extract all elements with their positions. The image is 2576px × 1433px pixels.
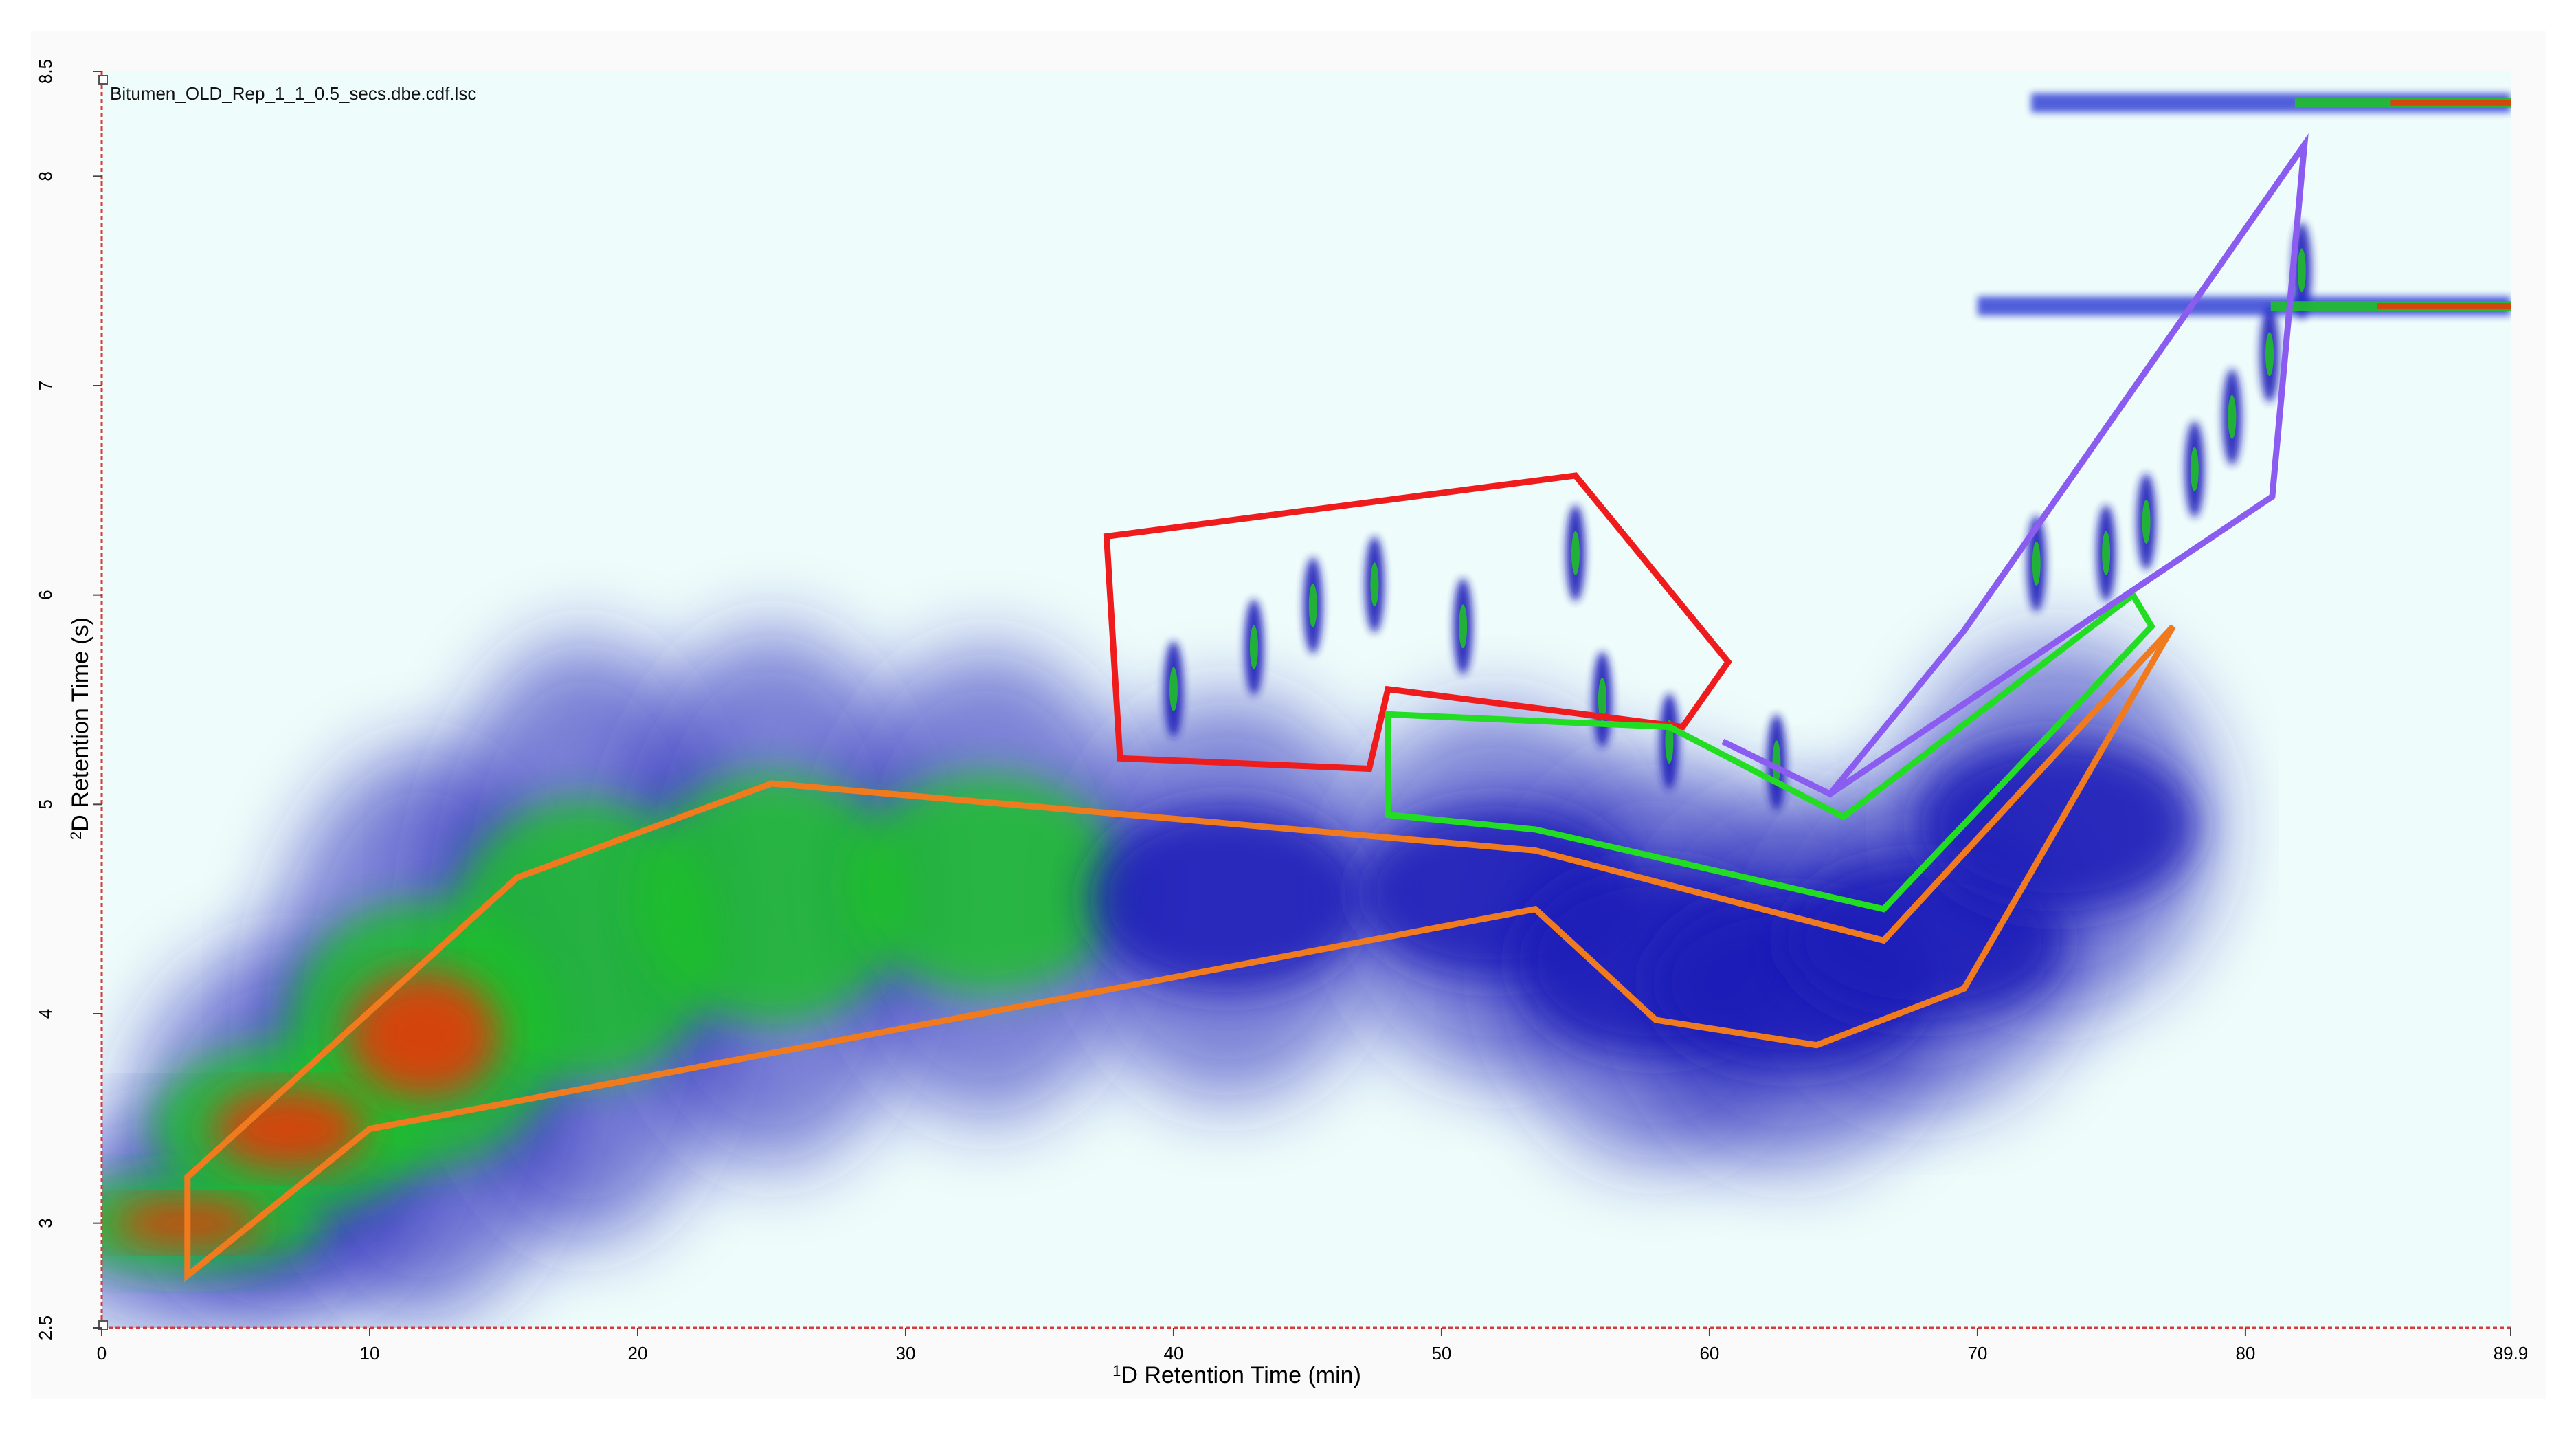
region-polygon-2 [1385,590,2156,913]
y-axis-title-sup: 2 [67,832,85,840]
peak-spot-core-6 [1598,678,1606,722]
x-tick-label-3: 30 [896,1343,916,1364]
x-tick-label-6: 60 [1699,1343,1719,1364]
plot-corner-marker-top [98,75,108,85]
peak-spot-core-11 [2142,500,2151,544]
peak-spot-core-9 [2032,541,2041,586]
x-tick-label-1: 10 [360,1343,380,1364]
x-tick-label-7: 70 [1967,1343,1987,1364]
y-tick-label-2: 4 [35,1009,56,1019]
y-tick-label-3: 5 [35,799,56,809]
region-polygon-3 [1721,133,2309,798]
y-tick-label-7: 8.5 [35,59,56,84]
region-layer [184,133,2309,1282]
heat-hot-2 [347,972,499,1098]
y-tick-label-1: 3 [35,1218,56,1228]
region-polygon-0 [184,624,2176,1282]
x-tick-label-4: 40 [1163,1343,1183,1364]
region-polygon-1 [1103,472,1732,773]
heat-core-6 [1089,804,1365,993]
file-label: Bitumen_OLD_Rep_1_1_0.5_secs.dbe.cdf.lsc [110,83,476,104]
bleed-line-hot-1 [2377,303,2511,309]
y-axis-title-rest: D Retention Time (s) [67,617,93,832]
bleed-line-hot-0 [2390,100,2511,106]
peak-spot-core-5 [1571,531,1580,575]
x-tick-label-0: 0 [97,1343,107,1364]
y-tick-label-6: 8 [35,171,56,181]
x-axis-title-sup: 1 [1112,1362,1121,1379]
x-axis-title: 1D Retention Time (min) [1112,1362,1361,1388]
heat-core-5 [848,774,1123,995]
peak-spot-core-13 [2228,395,2237,439]
x-tick-label-8: 80 [2235,1343,2255,1364]
y-tick-label-4: 6 [35,590,56,599]
heat-hot-1 [213,1088,365,1170]
x-tick-label-9: 89.9 [2494,1343,2529,1364]
x-tick-label-2: 20 [628,1343,648,1364]
x-tick-label-5: 50 [1431,1343,1451,1364]
peak-spot-core-8 [1772,740,1781,785]
x-axis-title-rest: D Retention Time (min) [1121,1362,1361,1388]
peak-spot-core-1 [1249,625,1258,669]
peak-spot-core-14 [2265,332,2274,377]
peak-spot-core-10 [2102,531,2111,575]
peak-spot-core-3 [1370,562,1379,607]
y-tick-label-5: 7 [35,381,56,390]
heat-core-4 [634,773,909,1025]
peak-spot-core-4 [1459,604,1468,649]
peak-spot-core-0 [1169,667,1178,711]
y-tick-label-0: 2.5 [35,1315,56,1340]
y-axis-title: 2D Retention Time (s) [67,617,93,840]
tick-layer: 0 10 20 30 40 50 60 70 80 89.9 2.5 3 4 5 6 7 8 8.5 [35,59,2528,1364]
peak-spot-core-2 [1308,583,1317,627]
peak-spot-core-15 [2297,248,2306,293]
peak-spot-core-12 [2190,447,2199,491]
